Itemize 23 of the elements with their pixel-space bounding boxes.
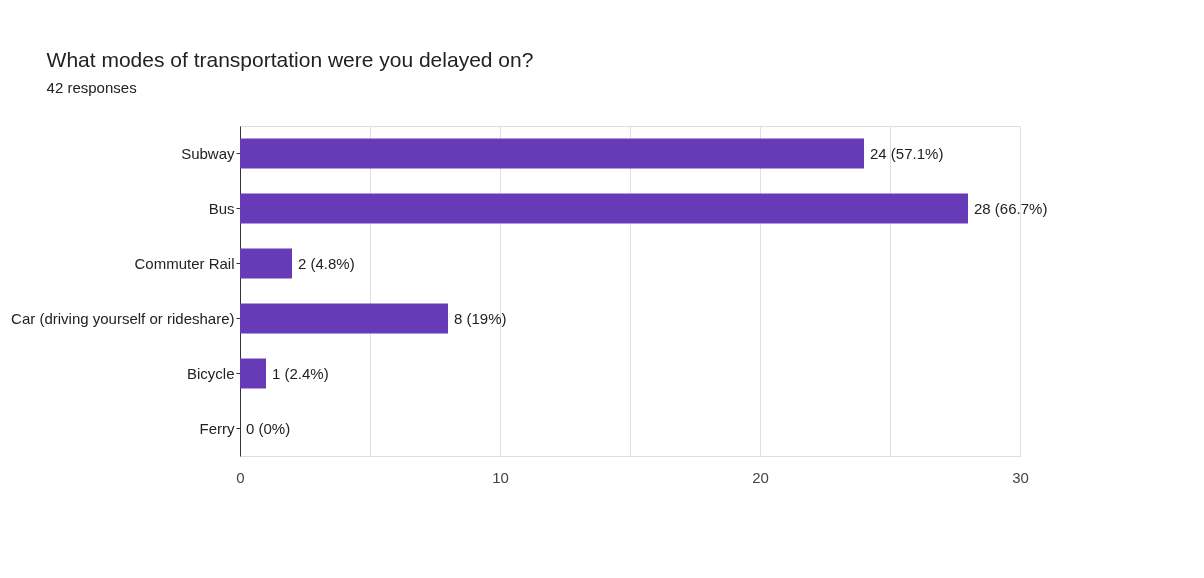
x-tick-label: 0	[236, 468, 245, 486]
data-label: 24 (57.1%)	[870, 144, 944, 162]
y-tick-label: Bicycle	[186, 364, 235, 382]
chart-title: What modes of transportation were you delayed on?	[46, 48, 534, 71]
y-tick-label: Commuter Rail	[134, 254, 235, 272]
data-label: 0 (0%)	[246, 419, 291, 437]
bar	[240, 358, 266, 389]
x-tick-label: 10	[492, 468, 509, 486]
y-tick-label: Car (driving yourself or rideshare)	[11, 309, 235, 327]
x-tick-label: 20	[752, 468, 769, 486]
bar	[240, 193, 968, 224]
data-label: 2 (4.8%)	[298, 254, 355, 272]
y-tick-label: Subway	[181, 144, 235, 162]
bar	[240, 248, 292, 279]
y-tick-label: Bus	[208, 199, 235, 217]
data-label: 28 (66.7%)	[974, 199, 1048, 217]
bar	[240, 138, 864, 169]
data-label: 1 (2.4%)	[272, 364, 329, 382]
text: 42 responses	[46, 79, 137, 96]
bar	[240, 303, 448, 334]
data-label: 8 (19%)	[454, 309, 507, 327]
y-tick-label: Ferry	[199, 419, 235, 437]
x-tick-label: 30	[1012, 468, 1029, 486]
